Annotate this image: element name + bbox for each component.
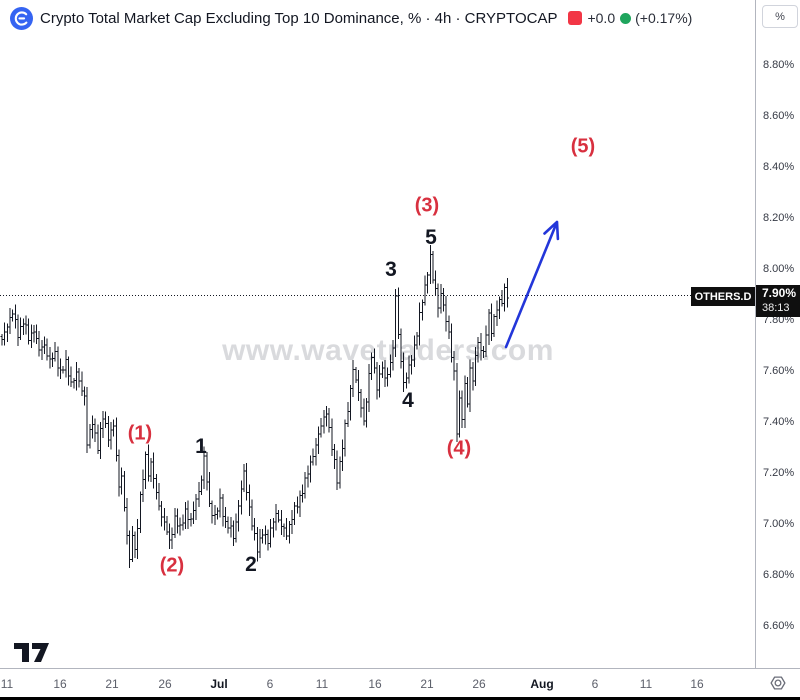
- time-axis-tick: 11: [639, 677, 653, 691]
- price-axis-tick: 7.00%: [763, 518, 795, 530]
- chart-pane[interactable]: www.wavetraders.com 1 2 3 4 5 (1) (2) (3) (4) (5): [0, 0, 756, 668]
- price-axis-tick: 8.80%: [763, 59, 795, 71]
- price-axis[interactable]: % 8.80% 8.60% 8.40% 8.20% 8.00% 7.80% 7.60% 7.4…: [755, 0, 800, 668]
- percent-scale-button[interactable]: %: [762, 5, 798, 28]
- ohlc-bars: [0, 245, 510, 568]
- price-axis-tick: 8.60%: [763, 110, 795, 122]
- time-axis-tick: 16: [690, 677, 704, 691]
- scale-settings-gear-icon[interactable]: [767, 672, 789, 694]
- time-axis-month-tick: Aug: [530, 677, 554, 691]
- time-axis-tick: 6: [266, 677, 274, 691]
- time-axis-tick: 11: [0, 677, 14, 691]
- elliott-wave-label-major[interactable]: (3): [414, 194, 440, 217]
- elliott-wave-label-major[interactable]: (2): [159, 554, 185, 577]
- price-axis-tick: 8.20%: [763, 212, 795, 224]
- projection-arrow[interactable]: [504, 220, 560, 349]
- time-axis-month-tick: Jul: [210, 677, 228, 691]
- symbol-title[interactable]: Crypto Total Market Cap Excluding Top 10…: [40, 9, 558, 27]
- price-bars-canvas: [0, 220, 756, 568]
- tradingview-logo[interactable]: [14, 642, 50, 664]
- price-line-symbol-label: OTHERS.D: [691, 287, 755, 306]
- current-price-value: 7.90%: [762, 286, 797, 300]
- price-axis-tick: 8.40%: [763, 161, 795, 173]
- time-axis-tick: 16: [53, 677, 67, 691]
- time-axis-tick: 21: [420, 677, 434, 691]
- price-axis-tick: 6.80%: [763, 569, 795, 581]
- change-percent: (+0.17%): [635, 10, 693, 26]
- elliott-wave-label-minor[interactable]: 4: [402, 389, 414, 412]
- time-axis-tick: 16: [368, 677, 382, 691]
- time-axis[interactable]: 11 16 21 26 Jul 6 11 16 21 26 Aug 6 11 16: [0, 668, 800, 698]
- change-value: +0.0: [587, 10, 616, 26]
- elliott-wave-label-minor[interactable]: 5: [425, 226, 437, 249]
- elliott-wave-label-major[interactable]: (1): [127, 422, 153, 445]
- elliott-wave-label-major[interactable]: (5): [570, 135, 596, 158]
- price-axis-tick: 7.20%: [763, 467, 795, 479]
- price-axis-tick: 7.40%: [763, 416, 795, 428]
- market-status-dot[interactable]: [618, 10, 634, 26]
- elliott-wave-label-minor[interactable]: 1: [195, 435, 207, 458]
- price-axis-tick: 8.00%: [763, 263, 795, 275]
- price-axis-tick: 6.60%: [763, 620, 795, 632]
- elliott-wave-label-minor[interactable]: 3: [385, 258, 397, 281]
- price-axis-tick: 7.60%: [763, 365, 795, 377]
- axis-corner-cell: [756, 669, 800, 697]
- bar-countdown: 38:13: [762, 302, 790, 314]
- time-axis-tick: 6: [591, 677, 599, 691]
- notification-flag-icon: [568, 11, 583, 25]
- current-price-label: 7.90% 38:13: [756, 285, 800, 317]
- watermark: www.wavetraders.com: [222, 334, 554, 367]
- time-axis-tick: 11: [315, 677, 329, 691]
- time-axis-tick: 26: [472, 677, 486, 691]
- window-bottom-edge: [0, 697, 800, 700]
- elliott-wave-label-minor[interactable]: 2: [245, 553, 257, 576]
- elliott-wave-label-major[interactable]: (4): [446, 437, 472, 460]
- price-axis-tick: 7.80%: [763, 314, 795, 326]
- time-axis-tick: 26: [158, 677, 172, 691]
- symbol-logo-icon[interactable]: [10, 6, 33, 30]
- time-axis-tick: 21: [105, 677, 119, 691]
- chart-header: Crypto Total Market Cap Excluding Top 10…: [10, 5, 692, 31]
